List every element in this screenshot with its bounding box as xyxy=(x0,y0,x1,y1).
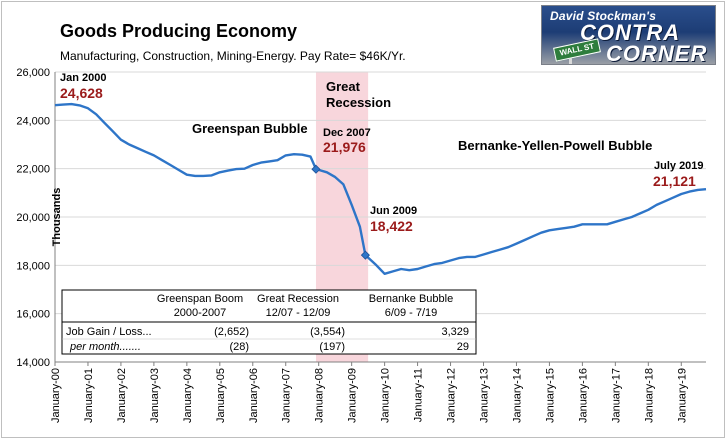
annotation-jan2000-value: 24,628 xyxy=(60,85,103,101)
greenspan-bubble-label: Greenspan Bubble xyxy=(192,121,308,136)
x-tick-label: January-15 xyxy=(544,368,556,423)
table-header-1-line2: 2000-2007 xyxy=(174,307,227,319)
x-tick-label: January-11 xyxy=(413,368,425,422)
table-row-2-value-2: (197) xyxy=(319,341,345,353)
y-tick-label: 20,000 xyxy=(16,212,50,224)
table-header-2-line2: 12/07 - 12/09 xyxy=(266,307,331,319)
x-tick-label: January-03 xyxy=(149,368,161,423)
table-row-1-value-1: (2,652) xyxy=(214,326,249,338)
x-tick-label: January-00 xyxy=(50,368,62,423)
x-tick-label: January-17 xyxy=(610,368,622,423)
x-tick-label: January-05 xyxy=(215,368,227,423)
logo-word-corner: CORNER xyxy=(606,41,708,65)
x-tick-label: January-13 xyxy=(479,368,491,423)
data-marker xyxy=(311,164,321,174)
x-tick-label: January-07 xyxy=(281,368,293,423)
x-tick-label: January-14 xyxy=(511,368,523,423)
table-row-1-value-3: 3,329 xyxy=(441,326,469,338)
series-line xyxy=(54,102,707,275)
chart-subtitle: Manufacturing, Construction, Mining-Ener… xyxy=(60,49,406,63)
logo-top-text: David Stockman's xyxy=(550,9,657,23)
table-row-2-value-3: 29 xyxy=(457,341,469,353)
x-tick-label: January-10 xyxy=(380,368,392,423)
y-tick-label: 26,000 xyxy=(16,67,50,79)
table-header-1-line1: Greenspan Boom xyxy=(157,293,243,305)
annotation-dec2007-date: Dec 2007 xyxy=(323,127,371,139)
x-tick-label: January-12 xyxy=(446,368,458,423)
table-row-1-value-2: (3,554) xyxy=(310,326,345,338)
marker-layer xyxy=(311,164,370,260)
annotation-jul2019-value: 21,121 xyxy=(653,173,696,189)
x-tick-label: January-04 xyxy=(182,368,194,423)
bby-bubble-label: Bernanke-Yellen-Powell Bubble xyxy=(458,138,652,153)
annotation-jan2000-date: Jan 2000 xyxy=(60,72,106,84)
summary-table: Greenspan Boom 2000-2007 Great Recession… xyxy=(61,289,477,355)
x-tick-label: January-08 xyxy=(314,368,326,423)
x-tick-label: January-18 xyxy=(643,368,655,423)
table-header-3-line1: Bernanke Bubble xyxy=(369,293,453,305)
y-axis-label: Thousands xyxy=(51,188,63,247)
table-header-3-line2: 6/09 - 7/19 xyxy=(385,307,438,319)
recession-label-line2: Recession xyxy=(326,95,391,110)
contra-corner-logo: David Stockman's CONTRA WALL ST CORNER xyxy=(541,5,716,65)
table-row-1-label: Job Gain / Loss... xyxy=(66,326,152,338)
x-tick-label: January-02 xyxy=(116,368,128,423)
chart-title: Goods Producing Economy xyxy=(60,21,297,41)
recession-label-line1: Great xyxy=(326,79,361,94)
annotation-dec2007-value: 21,976 xyxy=(323,139,366,155)
table-header-2-line1: Great Recession xyxy=(257,293,339,305)
y-tick-label: 16,000 xyxy=(16,309,50,321)
x-tick-label: January-19 xyxy=(676,368,688,423)
series-layer xyxy=(54,102,707,275)
y-tick-label: 14,000 xyxy=(16,357,50,369)
y-tick-label: 18,000 xyxy=(16,260,50,272)
x-tick-label: January-01 xyxy=(83,368,95,423)
y-tick-label: 24,000 xyxy=(16,115,50,127)
annotation-jul2019-date: July 2019 xyxy=(654,160,704,172)
annotation-jun2009-value: 18,422 xyxy=(370,218,413,234)
x-tick-label: January-09 xyxy=(347,368,359,423)
y-tick-label: 22,000 xyxy=(16,164,50,176)
data-marker xyxy=(360,250,370,260)
x-tick-label: January-06 xyxy=(248,368,260,423)
axes: Thousands 14,000 16,000 18,000 20,000 22,000… xyxy=(16,67,706,423)
x-tick-label: January-16 xyxy=(577,368,589,423)
annotation-jun2009-date: Jun 2009 xyxy=(370,205,417,217)
table-row-2-value-1: (28) xyxy=(229,341,249,353)
table-row-2-label: per month....... xyxy=(69,341,141,353)
